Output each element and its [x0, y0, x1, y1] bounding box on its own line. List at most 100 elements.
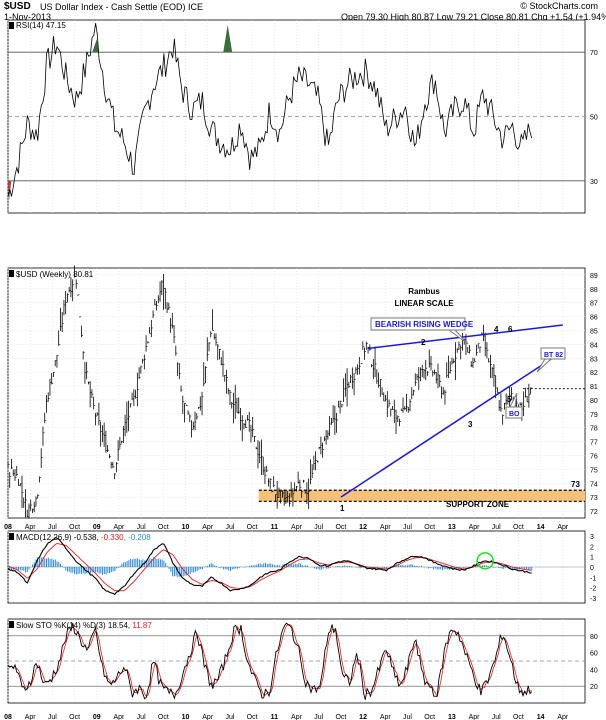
x-tick-label-bottom: Apr: [469, 714, 481, 720]
x-tick-label-bottom: 11: [271, 714, 279, 720]
price-tick-label: 78: [590, 426, 598, 433]
price-tick-label: 89: [590, 273, 598, 280]
x-tick-label-price: 09: [93, 524, 101, 531]
x-tick-label-price: 11: [271, 524, 279, 531]
sto-tick-label: 60: [590, 651, 598, 658]
price-tick-label: 85: [590, 329, 598, 336]
x-tick-label-price: Apr: [557, 524, 569, 531]
price-tick-label: 80: [590, 398, 598, 405]
price-legend: $USD (Weekly) 80.81: [9, 270, 94, 279]
rsi-tick-label: 30: [590, 179, 598, 186]
x-tick-label-price: Jul: [48, 524, 57, 531]
x-tick-label-bottom: 09: [93, 714, 101, 720]
x-tick-label-bottom: Oct: [335, 714, 346, 720]
bt-label: BT 82: [544, 352, 563, 359]
x-tick-label-price: 14: [537, 524, 545, 531]
macd-tick-label: 3: [590, 534, 594, 541]
x-tick-label-bottom: Oct: [513, 714, 524, 720]
price-tick-label: 74: [590, 481, 598, 488]
rsi-legend: RSI(14) 47.15: [9, 21, 66, 30]
x-tick-label-bottom: Apr: [114, 714, 126, 720]
point-3-label: 3: [468, 420, 473, 429]
x-tick-label-bottom: Oct: [424, 714, 435, 720]
macd-tick-label: 2: [590, 544, 594, 551]
ohlc-quote: Open 79.30 High 80.87 Low 79.21 Close 80…: [341, 12, 606, 22]
x-tick-label-price: Oct: [69, 524, 80, 531]
macd-legend: MACD(12,26,9) -0.538, -0.330, -0.208: [9, 533, 151, 542]
x-tick-label-bottom: Jul: [314, 714, 323, 720]
point-2-label: 2: [421, 338, 426, 347]
macd-label: MACD(12,26,9) -0.538,: [16, 533, 101, 542]
rsi-line: [7, 23, 533, 198]
x-tick-label-price: Oct: [513, 524, 524, 531]
x-tick-label-price: Jul: [314, 524, 323, 531]
x-tick-label-price: Jul: [403, 524, 412, 531]
rsi-tick-label: 50: [590, 115, 598, 122]
macd-tick-label: 1: [590, 555, 594, 562]
macd-line: [7, 536, 532, 595]
sto-label: Slow STO %K(14) %D(3) 18.54,: [16, 621, 132, 630]
sto-k-line: [7, 622, 533, 700]
price-tick-label: 75: [590, 467, 598, 474]
x-tick-label-bottom: Apr: [202, 714, 214, 720]
x-tick-label-bottom: Jul: [225, 714, 234, 720]
x-tick-label-bottom: Jul: [403, 714, 412, 720]
sto-tick-label: 20: [590, 684, 598, 691]
rsi-tick-label: 70: [590, 50, 598, 57]
chart-instrument-name: US Dollar Index - Cash Settle (EOD) ICE: [40, 2, 204, 12]
x-tick-label-price: Oct: [335, 524, 346, 531]
x-tick-label-bottom: 08: [4, 714, 12, 720]
rsi-overbought-fill: [223, 24, 233, 53]
x-tick-label-bottom: Jul: [492, 714, 501, 720]
x-tick-label-bottom: Apr: [291, 714, 303, 720]
support-zone-label: SUPPORT ZONE: [446, 500, 510, 509]
author-label: Rambus: [408, 287, 440, 296]
stockcharts-credit[interactable]: © StockCharts.com: [520, 1, 598, 11]
x-tick-label-price: Oct: [424, 524, 435, 531]
price-tick-label: 87: [590, 301, 598, 308]
chart-date: 1-Nov-2013: [4, 12, 52, 22]
x-tick-label-price: Apr: [202, 524, 214, 531]
x-tick-label-price: Apr: [25, 524, 37, 531]
rsi-label: RSI(14) 47.15: [16, 21, 66, 30]
svg-text:Slow STO %K(14) %D(3) 18.54, 1: Slow STO %K(14) %D(3) 18.54, 11.87: [16, 621, 152, 630]
x-tick-label-price: 13: [448, 524, 456, 531]
x-tick-label-price: Apr: [114, 524, 126, 531]
price-tick-label: 81: [590, 384, 598, 391]
x-tick-label-price: Jul: [225, 524, 234, 531]
x-tick-label-price: 10: [182, 524, 190, 531]
price-tick-label: 83: [590, 356, 598, 363]
price-label: $USD (Weekly) 80.81: [16, 270, 94, 279]
point-6-label: 6: [508, 325, 513, 334]
price-tick-label: 77: [590, 440, 598, 447]
macd-hist-value: , -0.208: [124, 533, 152, 542]
x-tick-label-bottom: Jul: [48, 714, 57, 720]
sto-tick-label: 80: [590, 634, 598, 641]
price-tick-label: 86: [590, 315, 598, 322]
x-tick-label-bottom: 10: [182, 714, 190, 720]
chart-symbol: $USD: [4, 1, 31, 12]
support-level-label: 73: [571, 480, 580, 489]
scale-label: LINEAR SCALE: [394, 299, 454, 308]
sto-d-value: 11.87: [132, 621, 152, 630]
pattern-callout: BEARISH RISING WEDGE: [370, 317, 474, 345]
wedge-upper-line: [367, 324, 563, 350]
macd-signal-value: -0.330: [101, 533, 124, 542]
x-tick-label-price: Apr: [291, 524, 303, 531]
x-tick-label-bottom: Apr: [557, 714, 569, 720]
x-tick-label-bottom: 14: [537, 714, 545, 720]
pattern-label: BEARISH RISING WEDGE: [375, 320, 474, 329]
wedge-lower-line: [340, 350, 564, 498]
price-tick-label: 84: [590, 342, 598, 349]
x-tick-label-price: Oct: [247, 524, 258, 531]
x-tick-label-bottom: Apr: [380, 714, 392, 720]
x-tick-label-price: Apr: [469, 524, 481, 531]
x-tick-label-bottom: 12: [359, 714, 367, 720]
x-tick-label-price: Jul: [137, 524, 146, 531]
x-tick-label-bottom: Jul: [137, 714, 146, 720]
sto-tick-label: 40: [590, 667, 598, 674]
support-zone: [258, 490, 585, 502]
macd-highlight-circle: [476, 552, 494, 570]
x-tick-label-price: Apr: [380, 524, 392, 531]
